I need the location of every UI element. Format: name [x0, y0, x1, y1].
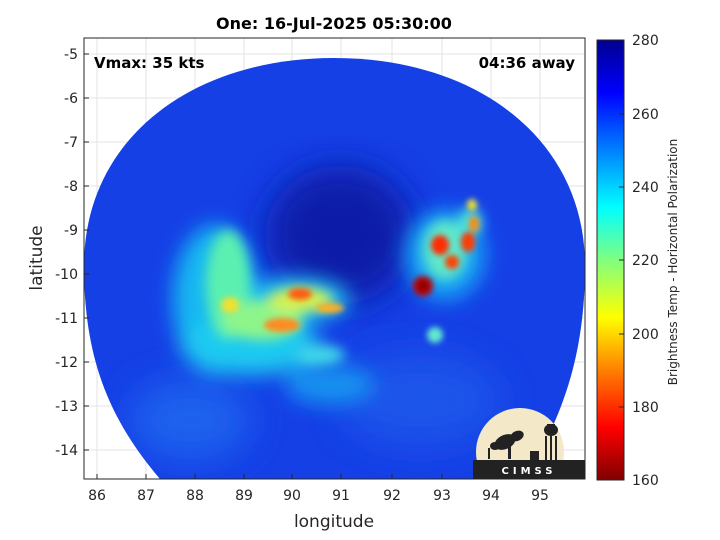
y-tick-label: -6	[64, 91, 78, 107]
x-tick-label: 87	[137, 488, 155, 504]
y-tick-label: -13	[55, 399, 78, 415]
x-tick-label: 90	[283, 488, 301, 504]
x-tick-label: 89	[235, 488, 253, 504]
logo-text: CIMSS	[502, 466, 557, 477]
vmax-label: Vmax: 35 kts	[94, 54, 204, 72]
microwave-swath	[84, 58, 585, 479]
y-tick-label: -5	[64, 47, 78, 63]
x-tick-label: 94	[482, 488, 500, 504]
tick-marks	[84, 53, 541, 479]
x-tick-labels: 86 87 88 89 90 91 92 93 94 95	[88, 488, 549, 504]
x-tick-label: 92	[383, 488, 401, 504]
colorbar-tick-label: 160	[632, 473, 659, 489]
colorbar-title: Brightness Temp - Horizontal Polarizatio…	[666, 139, 680, 386]
colorbar-tick-label: 240	[632, 180, 659, 196]
colorbar-tick-label: 260	[632, 107, 659, 123]
colorbar: 280 260 240 220 200 180 160 Brightness T…	[596, 33, 680, 489]
plot-title: One: 16-Jul-2025 05:30:00	[216, 14, 452, 33]
time-away-label: 04:36 away	[479, 54, 576, 72]
colorbar-tick-label: 280	[632, 33, 659, 49]
x-axis-title: longitude	[294, 512, 374, 532]
y-tick-label: -10	[55, 267, 78, 283]
y-tick-label: -11	[55, 311, 78, 327]
cimss-logo: CIMSS	[473, 408, 585, 479]
y-tick-label: -9	[64, 223, 78, 239]
y-tick-labels: -5 -6 -7 -8 -9 -10 -11 -12 -13 -14	[55, 47, 78, 459]
water-tower-icon	[530, 424, 558, 460]
y-axis-title: latitude	[27, 225, 47, 290]
colorbar-tick-label: 180	[632, 400, 659, 416]
y-tick-label: -8	[64, 179, 78, 195]
logo-banner	[473, 460, 585, 479]
axes-box	[83, 37, 586, 480]
colorbar-tick-label: 200	[632, 327, 659, 343]
y-tick-label: -12	[55, 355, 78, 371]
x-tick-label: 86	[88, 488, 106, 504]
x-tick-label: 95	[531, 488, 549, 504]
y-tick-label: -14	[55, 443, 78, 459]
x-tick-label: 91	[332, 488, 350, 504]
x-tick-label: 88	[186, 488, 204, 504]
satellite-dish-icon	[488, 430, 524, 459]
colorbar-tick-label: 220	[632, 253, 659, 269]
y-tick-label: -7	[64, 135, 78, 151]
x-tick-label: 93	[433, 488, 451, 504]
